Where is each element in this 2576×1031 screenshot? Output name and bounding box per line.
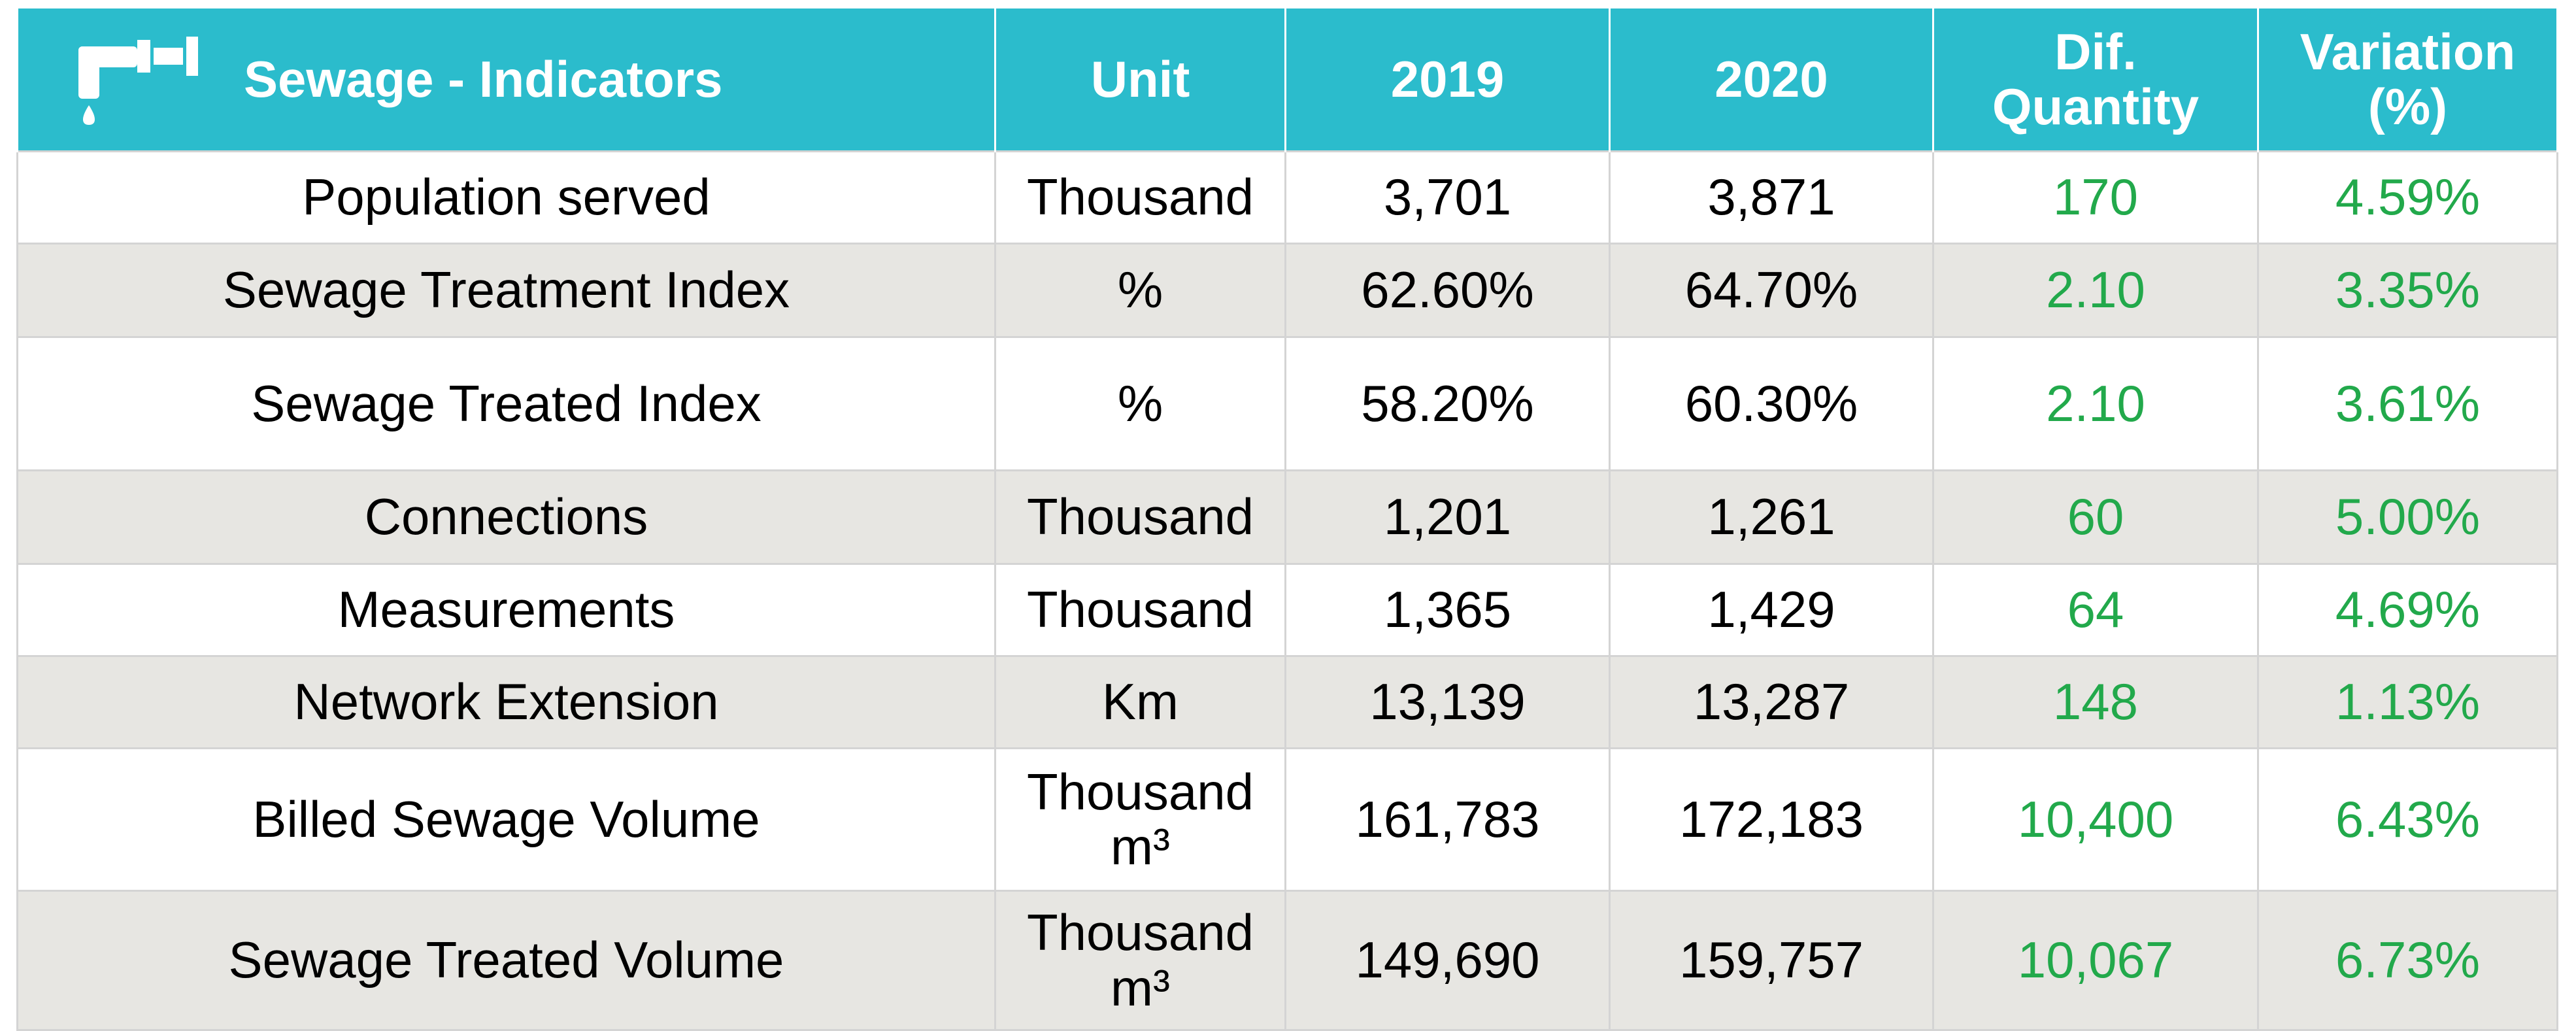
cell: Thousand	[994, 562, 1286, 657]
data-row: Sewage Treated Index% 58.20% 60.30% 2.10 3.6…	[16, 335, 2558, 471]
faucet-icon	[78, 37, 198, 125]
cell: 5.00%	[2257, 469, 2558, 565]
column-header: Unit	[994, 8, 1286, 151]
data-row: Connections Thousand 1,201 1,261 60 5.00%	[16, 469, 2558, 565]
data-row: Sewage Treated Volume Thousand m³ 149,690 1…	[16, 889, 2558, 1031]
table-body: Population served Thousand 3,701 3,871 170 4.…	[16, 150, 2558, 1031]
column-header: 2019	[1284, 8, 1611, 151]
cell: Thousand	[994, 469, 1286, 565]
row-label: Sewage Treatment Index	[16, 242, 996, 338]
row-label: Measurements	[16, 562, 996, 657]
row-label: Sewage Treated Index	[16, 335, 996, 471]
cell: 161,783	[1284, 747, 1611, 892]
cell: 159,757	[1609, 889, 1934, 1031]
cell: 1,261	[1609, 469, 1934, 565]
data-row: Network Extension Km 13,139 13,287 148 1.13%	[16, 654, 2558, 749]
cell: 1,201	[1284, 469, 1611, 565]
cell: 3.61%	[2257, 335, 2558, 471]
data-row: Billed Sewage Volume Thousand m³ 161,783 17…	[16, 747, 2558, 892]
data-row: Sewage Treatment Index% 62.60% 64.70% 2.10 3…	[16, 242, 2558, 338]
header-title: Sewage - Indicators	[16, 8, 996, 151]
cell: 13,139	[1284, 654, 1611, 749]
cell: 148	[1932, 654, 2259, 749]
cell: 6.43%	[2257, 747, 2558, 892]
cell: Thousand	[994, 150, 1286, 245]
row-label: Network Extension	[16, 654, 996, 749]
cell: 60	[1932, 469, 2259, 565]
cell: 64	[1932, 562, 2259, 657]
row-label: Billed Sewage Volume	[16, 747, 996, 892]
cell: Thousand m³	[994, 889, 1286, 1031]
cell: 2.10	[1932, 335, 2259, 471]
data-row: Population served Thousand 3,701 3,871 170 4.…	[16, 150, 2558, 245]
cell: Km	[994, 654, 1286, 749]
header-row: Sewage - Indicators Unit 2019 2020 Dif. Quan…	[16, 8, 2558, 151]
cell: 62.60%	[1284, 242, 1611, 338]
cell: 3.35%	[2257, 242, 2558, 338]
row-label: Connections	[16, 469, 996, 565]
cell: 10,067	[1932, 889, 2259, 1031]
cell: 3,871	[1609, 150, 1934, 245]
cell: %	[994, 242, 1286, 338]
cell: 172,183	[1609, 747, 1934, 892]
cell: 1.13%	[2257, 654, 2558, 749]
cell: 64.70%	[1609, 242, 1934, 338]
cell: 13,287	[1609, 654, 1934, 749]
cell: 1,365	[1284, 562, 1611, 657]
cell: 1,429	[1609, 562, 1934, 657]
indicators-table: Sewage - Indicators Unit 2019 2020 Dif. Quan…	[16, 8, 2558, 1031]
cell: 2.10	[1932, 242, 2259, 338]
row-label: Sewage Treated Volume	[16, 889, 996, 1031]
column-header: Dif. Quantity	[1932, 8, 2259, 151]
column-header: Variation (%)	[2257, 8, 2558, 151]
cell: %	[994, 335, 1286, 471]
cell: 10,400	[1932, 747, 2259, 892]
cell: 149,690	[1284, 889, 1611, 1031]
cell: 4.59%	[2257, 150, 2558, 245]
table-wrap: Sewage - Indicators Unit 2019 2020 Dif. Quan…	[16, 8, 2558, 1031]
cell: 170	[1932, 150, 2259, 245]
row-label: Population served	[16, 150, 996, 245]
column-header: 2020	[1609, 8, 1934, 151]
cell: Thousand m³	[994, 747, 1286, 892]
cell: 3,701	[1284, 150, 1611, 245]
data-row: Measurements Thousand 1,365 1,429 64 4.69%	[16, 562, 2558, 657]
cell: 58.20%	[1284, 335, 1611, 471]
cell: 4.69%	[2257, 562, 2558, 657]
cell: 60.30%	[1609, 335, 1934, 471]
cell: 6.73%	[2257, 889, 2558, 1031]
